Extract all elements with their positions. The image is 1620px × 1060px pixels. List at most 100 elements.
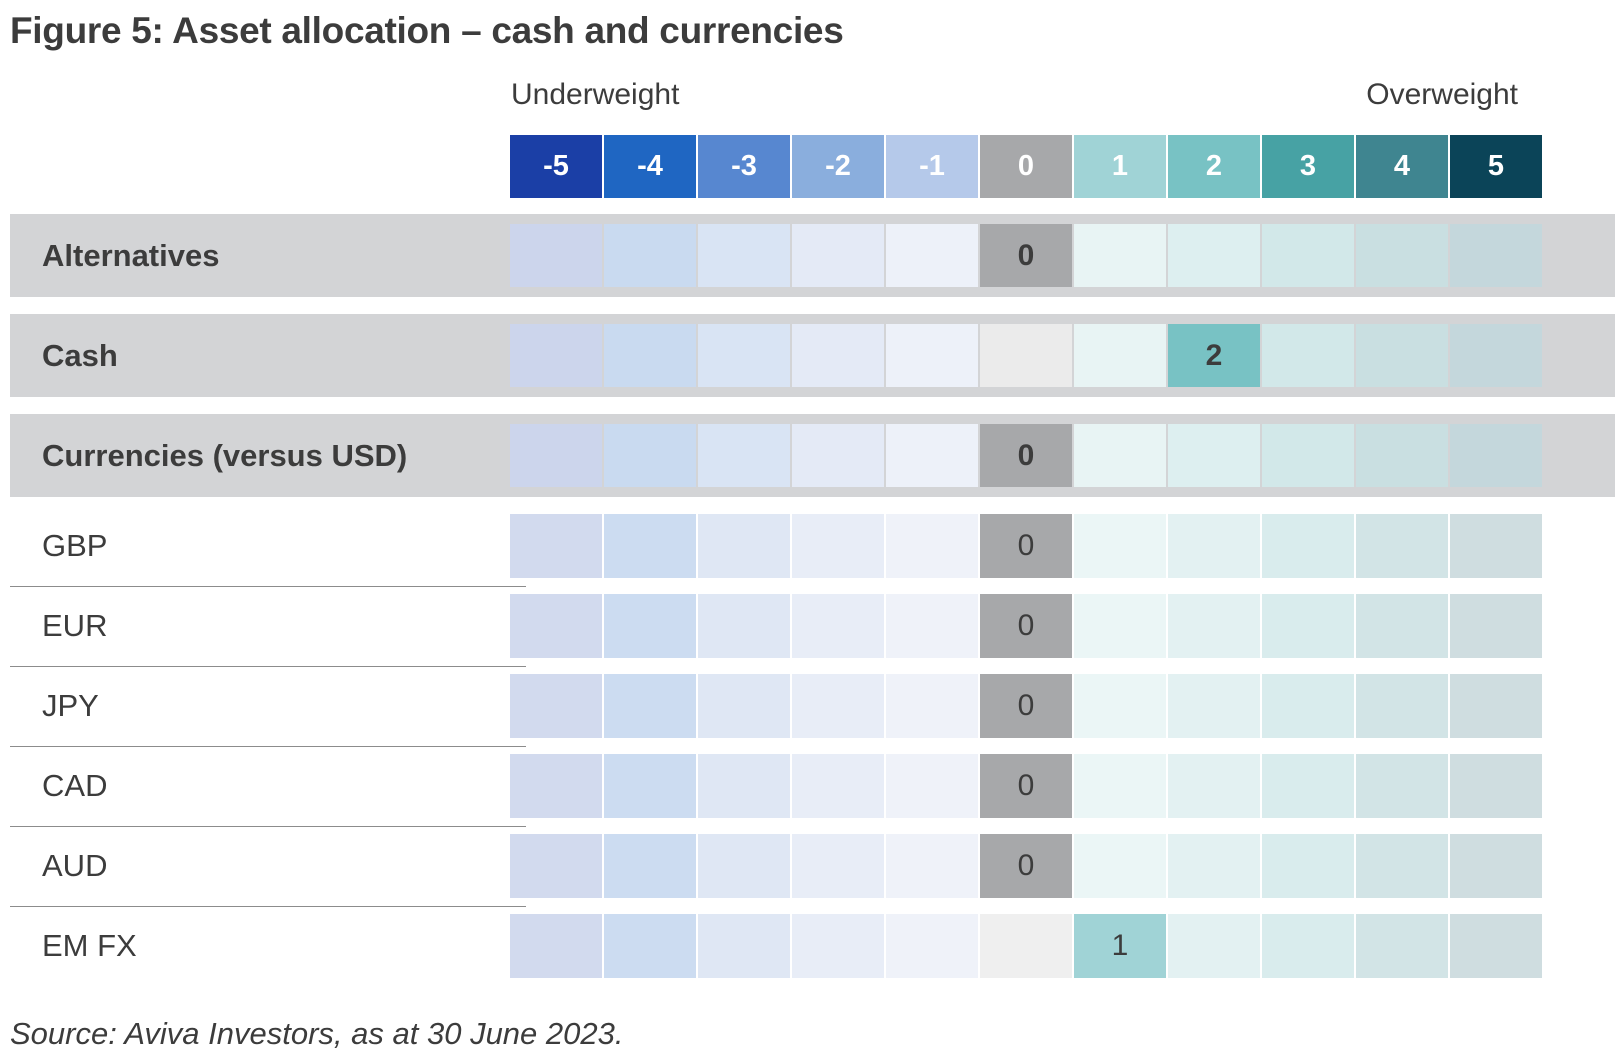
allocation-cell <box>1356 834 1448 898</box>
allocation-cell <box>604 594 696 658</box>
allocation-cell <box>1450 514 1542 578</box>
allocation-cell <box>698 834 790 898</box>
allocation-cell <box>1262 514 1354 578</box>
allocation-cell <box>1450 224 1542 287</box>
row-label: Currencies (versus USD) <box>42 437 408 473</box>
allocation-cell <box>792 674 884 738</box>
allocation-cell <box>604 514 696 578</box>
row-label: GBP <box>42 528 108 563</box>
underweight-label: Underweight <box>511 78 680 111</box>
allocation-marker-cell: 0 <box>980 514 1072 578</box>
allocation-cell <box>698 674 790 738</box>
allocation-cell <box>792 324 884 387</box>
allocation-cell <box>1074 424 1166 487</box>
allocation-cell <box>792 914 884 978</box>
allocation-cell <box>1356 594 1448 658</box>
allocation-cell <box>698 914 790 978</box>
allocation-cell <box>1356 514 1448 578</box>
allocation-cell <box>1450 324 1542 387</box>
allocation-cell <box>698 224 790 287</box>
row-divider <box>10 666 526 667</box>
allocation-marker-cell: 0 <box>980 754 1072 818</box>
allocation-cell <box>1262 674 1354 738</box>
allocation-cell <box>604 834 696 898</box>
allocation-cell <box>1262 324 1354 387</box>
scale-header-cell: -4 <box>604 135 696 198</box>
allocation-marker-cell: 0 <box>980 424 1072 487</box>
source-note: Source: Aviva Investors, as at 30 June 2… <box>10 1016 624 1051</box>
allocation-cell <box>886 834 978 898</box>
row-divider <box>10 746 526 747</box>
allocation-cell <box>1168 674 1260 738</box>
scale-header-cell: 2 <box>1168 135 1260 198</box>
row-divider <box>10 586 526 587</box>
allocation-cell <box>792 834 884 898</box>
allocation-cell <box>1262 594 1354 658</box>
allocation-cell <box>1074 834 1166 898</box>
chart-title: Figure 5: Asset allocation – cash and cu… <box>10 10 844 51</box>
row-label: Cash <box>42 337 118 373</box>
allocation-cell <box>1168 914 1260 978</box>
row-divider <box>10 906 526 907</box>
allocation-cell <box>604 224 696 287</box>
allocation-cell <box>1074 324 1166 387</box>
allocation-cell <box>1168 834 1260 898</box>
allocation-cell <box>1450 594 1542 658</box>
scale-header-cell: -3 <box>698 135 790 198</box>
allocation-cell <box>1450 424 1542 487</box>
allocation-cell <box>604 914 696 978</box>
allocation-cell <box>886 594 978 658</box>
allocation-cell <box>1168 594 1260 658</box>
allocation-cell <box>1168 224 1260 287</box>
allocation-cell <box>1074 224 1166 287</box>
allocation-cell <box>510 424 602 487</box>
allocation-cell <box>886 674 978 738</box>
allocation-cell <box>792 514 884 578</box>
allocation-cell <box>1450 834 1542 898</box>
allocation-cell <box>604 324 696 387</box>
allocation-cell <box>1356 424 1448 487</box>
allocation-cell <box>886 914 978 978</box>
allocation-cell <box>1074 754 1166 818</box>
allocation-cell <box>698 424 790 487</box>
allocation-cell <box>1356 674 1448 738</box>
allocation-cell <box>1168 514 1260 578</box>
row-label: EUR <box>42 608 108 643</box>
allocation-cell <box>698 514 790 578</box>
allocation-cell <box>886 224 978 287</box>
allocation-cell <box>1262 224 1354 287</box>
scale-header-cell: 1 <box>1074 135 1166 198</box>
allocation-cell <box>1356 324 1448 387</box>
allocation-cell <box>1168 424 1260 487</box>
row-label: AUD <box>42 848 108 883</box>
allocation-cell <box>698 324 790 387</box>
allocation-marker-cell: 0 <box>980 674 1072 738</box>
allocation-cell <box>792 424 884 487</box>
allocation-cell <box>1450 914 1542 978</box>
overweight-label: Overweight <box>1366 78 1518 111</box>
allocation-cell <box>1262 754 1354 818</box>
scale-header-cell: -2 <box>792 135 884 198</box>
allocation-cell <box>886 424 978 487</box>
allocation-cell <box>510 674 602 738</box>
allocation-cell <box>510 754 602 818</box>
allocation-cell <box>792 754 884 818</box>
allocation-cell <box>1356 224 1448 287</box>
allocation-cell <box>510 324 602 387</box>
allocation-cell <box>1450 754 1542 818</box>
allocation-cell <box>886 514 978 578</box>
row-label: JPY <box>42 688 99 723</box>
allocation-cell <box>1168 754 1260 818</box>
scale-header-cell: 3 <box>1262 135 1354 198</box>
allocation-cell <box>1262 424 1354 487</box>
allocation-cell <box>886 324 978 387</box>
scale-header-cell: 0 <box>980 135 1072 198</box>
allocation-marker-cell: 1 <box>1074 914 1166 978</box>
allocation-marker-cell: 0 <box>980 834 1072 898</box>
allocation-marker-cell: 2 <box>1168 324 1260 387</box>
allocation-cell <box>792 594 884 658</box>
allocation-cell <box>510 224 602 287</box>
allocation-cell <box>604 424 696 487</box>
allocation-cell <box>698 594 790 658</box>
allocation-cell <box>510 834 602 898</box>
